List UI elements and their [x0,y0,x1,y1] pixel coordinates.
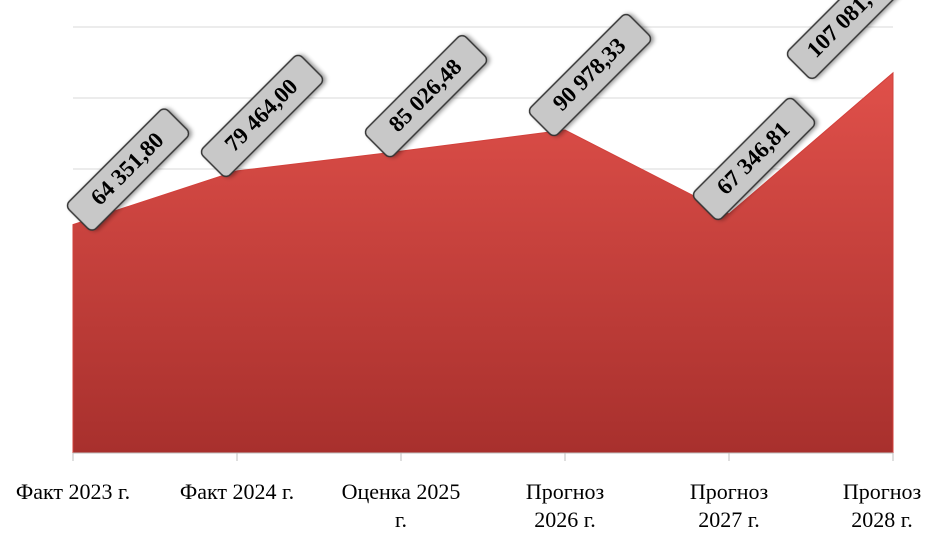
value-label-box [66,108,190,231]
value-label: 90 978,33 [528,13,652,137]
value-label-box [364,34,488,158]
x-tick-label: Оценка 2025 г. [341,479,461,532]
x-tick-label: Прогноз 2028 г. [842,479,922,532]
x-tick-label: Прогноз 2027 г. [689,479,769,532]
x-tick-label: Факт 2023 г. [15,479,131,504]
value-label: 79 464,00 [200,54,324,178]
value-label-box [200,54,324,178]
value-label-box [786,0,910,80]
x-tick-label: Факт 2024 г. [179,479,295,504]
x-tick-label: Прогноз 2026 г. [525,479,605,532]
value-label: 85 026,48 [364,34,488,158]
value-label: 107 081,49 [786,0,910,80]
value-label-box [528,13,652,137]
value-label-box [692,97,816,221]
